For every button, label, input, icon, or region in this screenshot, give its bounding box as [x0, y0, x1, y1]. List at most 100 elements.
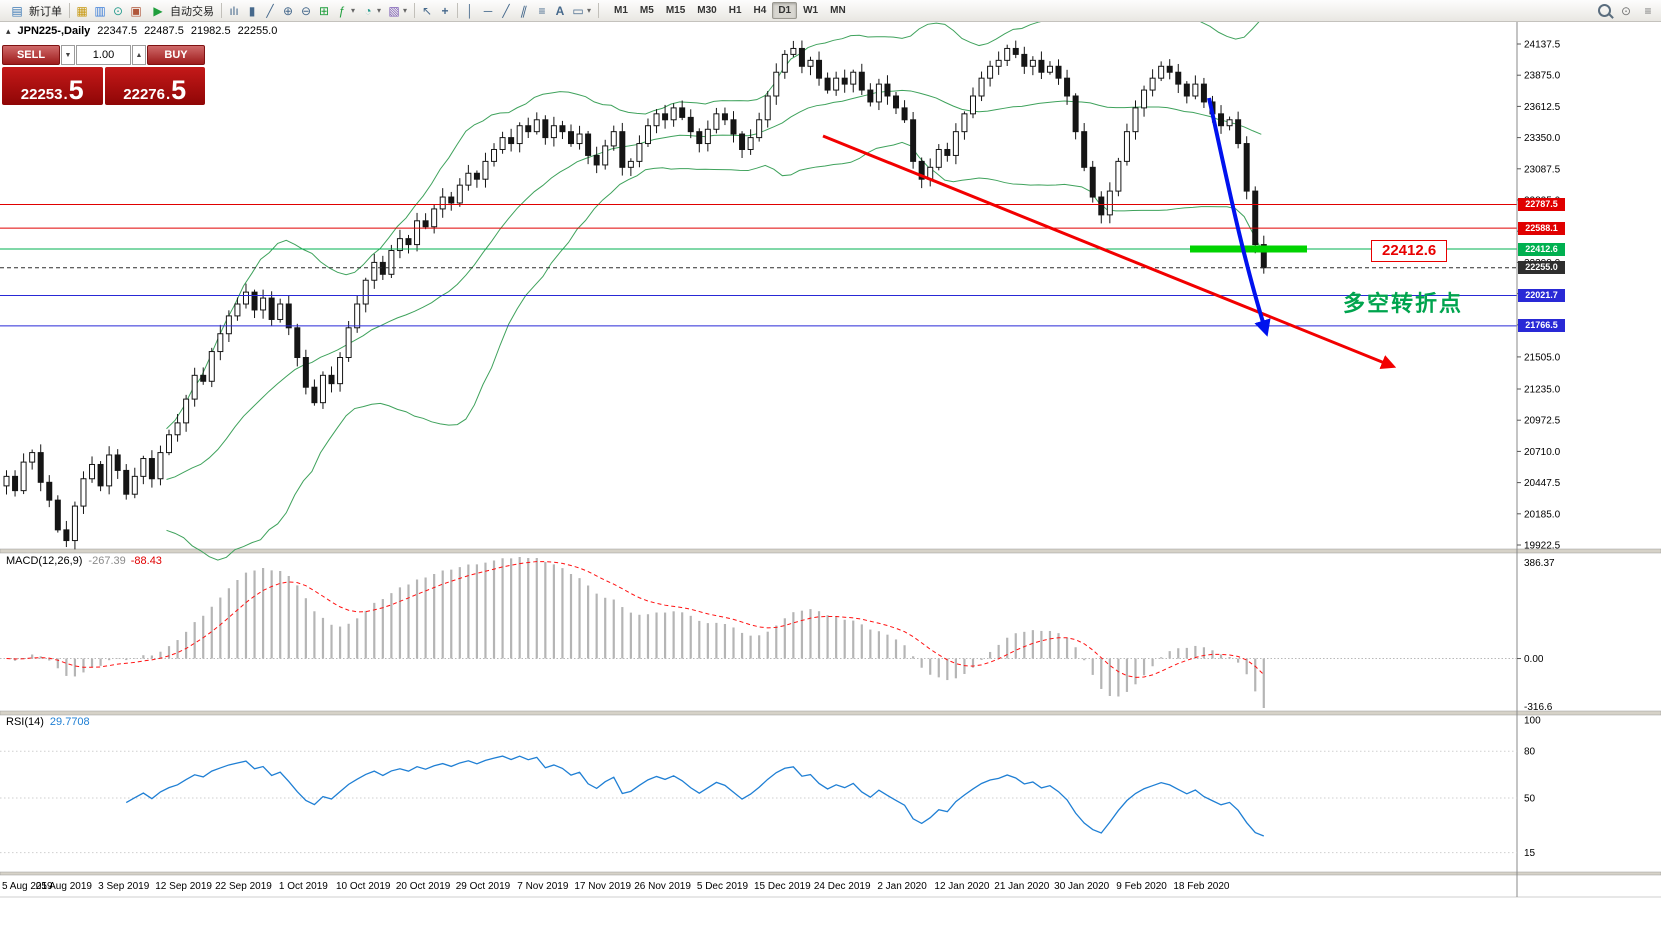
search-icon[interactable] [1595, 2, 1613, 20]
period-icon[interactable]: ◔ [364, 3, 372, 18]
sell-price[interactable]: 22253. 5 [2, 67, 103, 105]
turning-point-annotation: 多空转折点 [1343, 291, 1464, 316]
svg-text:0.00: 0.00 [1524, 654, 1544, 665]
svg-text:23875.0: 23875.0 [1524, 71, 1561, 82]
zoom-in-icon[interactable]: ⊕ [282, 3, 294, 18]
bar-chart-icon[interactable]: ılı [229, 3, 239, 18]
quote-low: 21982.5 [190, 25, 231, 37]
svg-text:17 Nov 2019: 17 Nov 2019 [574, 881, 631, 892]
timeframe-toolbar: M1 M5 M15 M30 H1 H4 D1 W1 MN [608, 2, 852, 19]
price-badge-21766.5: 21766.5 [1518, 319, 1565, 333]
volume-increase-button[interactable]: ▲ [132, 45, 146, 65]
svg-text:50: 50 [1524, 794, 1536, 805]
svg-text:-316.6: -316.6 [1524, 702, 1553, 713]
market-watch-icon[interactable]: ⊙ [112, 3, 124, 18]
svg-text:30 Jan 2020: 30 Jan 2020 [1054, 881, 1109, 892]
templates-dropdown-icon[interactable]: ▾ [403, 6, 408, 15]
price-badge-22588.1: 22588.1 [1518, 221, 1565, 235]
timeframe-M30[interactable]: M30 [697, 5, 717, 16]
autotrade-label: 自动交易 [170, 5, 214, 18]
svg-text:386.37: 386.37 [1524, 558, 1555, 569]
horizontal-line-icon[interactable]: ─ [483, 3, 493, 18]
candlestick-chart-icon[interactable]: ▮ [248, 3, 256, 18]
new-order-button[interactable]: ▤ 新订单 [4, 1, 66, 21]
svg-text:15: 15 [1524, 848, 1536, 859]
svg-text:20710.0: 20710.0 [1524, 447, 1561, 458]
buy-price[interactable]: 22276. 5 [104, 67, 205, 106]
svg-text:12 Jan 2020: 12 Jan 2020 [934, 881, 989, 892]
chart-window-icon[interactable]: ▦ [76, 3, 88, 18]
svg-text:12 Sep 2019: 12 Sep 2019 [155, 881, 212, 892]
toolbar-right-group: ⊙ ≡ [1595, 2, 1657, 20]
label-icon[interactable]: ▭ [572, 3, 584, 18]
svg-text:100: 100 [1524, 716, 1541, 727]
macd-main-value: -267.39 [88, 555, 126, 567]
svg-text:7 Nov 2019: 7 Nov 2019 [517, 881, 569, 892]
buy-price-big-digit: 5 [171, 75, 187, 106]
period-dropdown-icon[interactable]: ▾ [377, 6, 382, 15]
crosshair-icon[interactable]: + [441, 3, 449, 18]
price-callout-22412[interactable]: 22412.6 [1371, 240, 1448, 262]
svg-text:3 Sep 2019: 3 Sep 2019 [98, 881, 150, 892]
svg-text:5 Aug 2019: 5 Aug 2019 [2, 881, 53, 892]
shapes-dropdown-icon[interactable]: ▾ [587, 6, 592, 15]
svg-text:2 Jan 2020: 2 Jan 2020 [877, 881, 927, 892]
svg-text:9 Feb 2020: 9 Feb 2020 [1116, 881, 1167, 892]
quote-line: ▴ JPN225-,Daily 22347.5 22487.5 21982.5 … [6, 25, 277, 37]
svg-text:21235.0: 21235.0 [1524, 385, 1561, 396]
quote-close: 22255.0 [237, 25, 278, 37]
sell-button[interactable]: SELL [2, 45, 60, 65]
svg-text:20972.5: 20972.5 [1524, 416, 1561, 427]
timeframe-H1[interactable]: H1 [728, 5, 742, 16]
svg-text:20447.5: 20447.5 [1524, 478, 1561, 489]
text-icon[interactable]: A [555, 3, 565, 18]
svg-text:80: 80 [1524, 747, 1536, 758]
price-badge-22412.6: 22412.6 [1518, 242, 1565, 256]
line-chart-icon[interactable]: ╱ [266, 3, 274, 18]
quote-symbol: JPN225-,Daily [17, 25, 91, 37]
vertical-line-icon[interactable]: │ [466, 3, 474, 18]
data-window-icon[interactable]: ▣ [130, 3, 142, 18]
channel-icon[interactable]: ∥ [519, 3, 529, 18]
timeframe-M15[interactable]: M15 [665, 5, 686, 16]
svg-text:10 Oct 2019: 10 Oct 2019 [336, 881, 391, 892]
indicators-dropdown-icon[interactable]: ▾ [351, 6, 356, 15]
timeframe-M1[interactable]: M1 [614, 5, 628, 16]
svg-text:20 Oct 2019: 20 Oct 2019 [396, 881, 451, 892]
price-badge-22021.7: 22021.7 [1518, 288, 1565, 302]
svg-text:5 Dec 2019: 5 Dec 2019 [697, 881, 749, 892]
symbol-icon: ▴ [6, 25, 11, 36]
rsi-value: 29.7708 [49, 716, 90, 728]
volume-input[interactable] [76, 45, 131, 65]
timeframe-W1[interactable]: W1 [803, 5, 819, 16]
svg-text:1 Oct 2019: 1 Oct 2019 [279, 881, 328, 892]
trendline-icon[interactable]: ╱ [502, 3, 510, 18]
rsi-name: RSI(14) [6, 716, 44, 728]
svg-text:15 Dec 2019: 15 Dec 2019 [754, 881, 811, 892]
svg-text:26 Nov 2019: 26 Nov 2019 [634, 881, 691, 892]
timeframe-H4[interactable]: H4 [753, 5, 767, 16]
grid-icon[interactable]: ⊞ [318, 3, 330, 18]
timeframe-M5[interactable]: M5 [639, 5, 654, 16]
timeframe-MN[interactable]: MN [830, 5, 846, 16]
toolbar-separator [457, 3, 458, 18]
buy-price-main: 22276 [123, 86, 165, 103]
volume-decrease-button[interactable]: ▼ [61, 45, 75, 65]
buy-button[interactable]: BUY [147, 45, 205, 65]
panels-icon[interactable]: ≡ [1644, 3, 1652, 18]
timeframe-D1[interactable]: D1 [772, 2, 798, 19]
zoom-out-icon[interactable]: ⊖ [300, 3, 312, 18]
cursor-icon[interactable]: ↖ [421, 3, 433, 18]
svg-text:23350.0: 23350.0 [1524, 133, 1561, 144]
scroll-hand-icon[interactable]: ⊙ [1620, 3, 1632, 18]
indicators-icon[interactable]: ƒ [338, 3, 346, 18]
profiles-icon[interactable]: ▥ [94, 3, 106, 18]
autotrade-button[interactable]: ▶ 自动交易 [145, 1, 218, 21]
fibonacci-icon[interactable]: ≡ [538, 3, 546, 18]
autotrade-play-icon: ▶ [153, 3, 163, 18]
buy-price-dot: . [166, 86, 171, 103]
templates-icon[interactable]: ▧ [388, 3, 400, 18]
sell-price-main: 22253 [20, 86, 63, 103]
